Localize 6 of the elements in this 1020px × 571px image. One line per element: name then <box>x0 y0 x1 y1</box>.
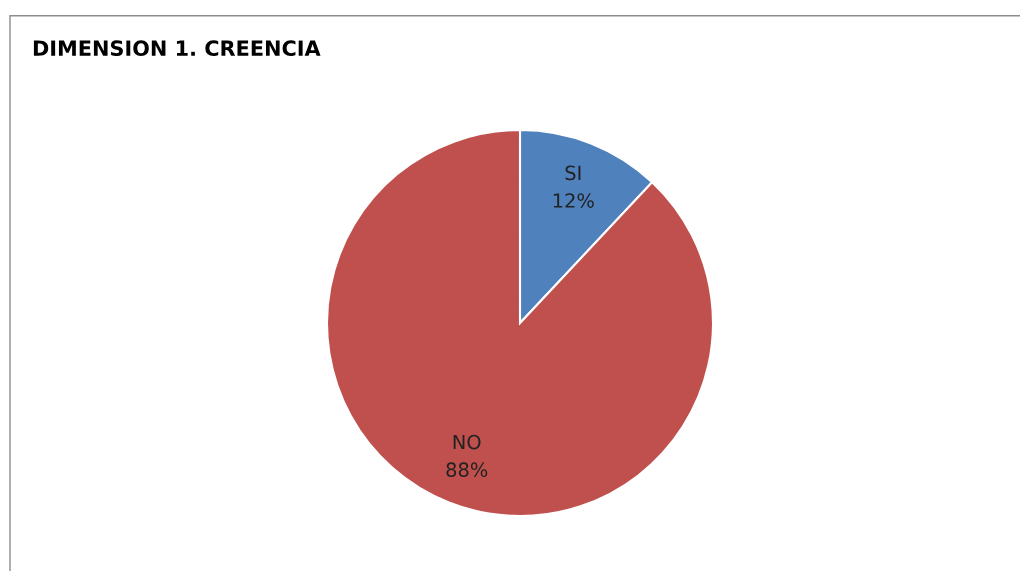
data-label: 12% <box>553 193 594 208</box>
slice-label: SI <box>565 165 581 181</box>
slice-label: NO <box>453 434 481 450</box>
pie-slice <box>325 128 715 518</box>
chart-title: DIMENSION 1. CREENCIA <box>33 40 321 57</box>
data-label: 88% <box>446 462 488 478</box>
